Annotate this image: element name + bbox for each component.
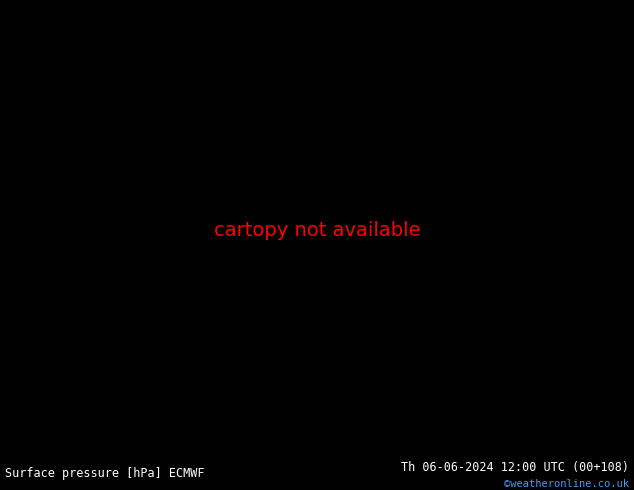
Text: cartopy not available: cartopy not available — [214, 220, 420, 240]
Text: Th 06-06-2024 12:00 UTC (00+108): Th 06-06-2024 12:00 UTC (00+108) — [401, 461, 629, 474]
Text: ©weatheronline.co.uk: ©weatheronline.co.uk — [504, 479, 629, 489]
Text: Surface pressure [hPa] ECMWF: Surface pressure [hPa] ECMWF — [5, 467, 205, 480]
